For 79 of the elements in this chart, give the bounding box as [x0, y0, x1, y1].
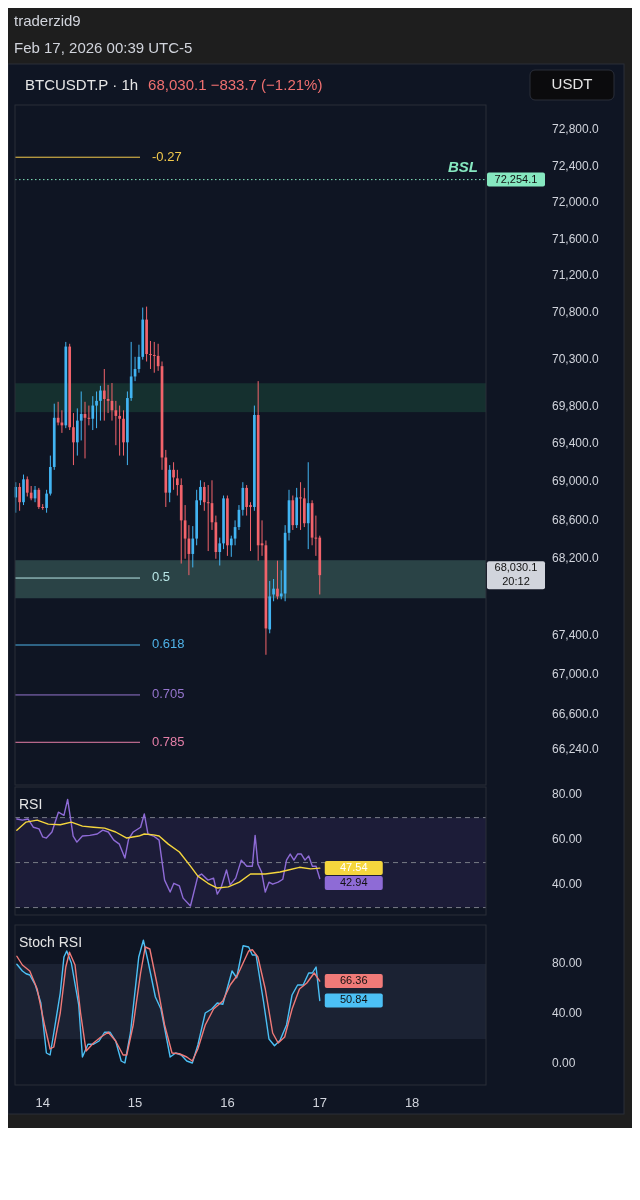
x-tick-label: 15: [127, 1095, 143, 1110]
y-tick-label: 40.00: [552, 1006, 583, 1021]
data-label: 50.84: [340, 993, 368, 1006]
y-tick-label: 71,600.0: [552, 231, 600, 246]
annotation: 0.705: [152, 686, 185, 702]
candlestick: [91, 395, 95, 431]
candlestick: [45, 489, 48, 514]
y-tick-label: 60.00: [552, 832, 583, 847]
y-tick-label: 80.00: [552, 787, 583, 802]
y-tick-label: 70,800.0: [552, 305, 600, 320]
y-tick-label: 71,200.0: [552, 268, 600, 283]
candlestick: [176, 469, 179, 497]
candlestick: [18, 482, 21, 512]
y-tick-label: 67,400.0: [552, 628, 600, 643]
y-tick-label: 68,600.0: [552, 512, 600, 527]
text: 72,254.1: [494, 172, 538, 185]
candlestick: [206, 484, 210, 552]
text: 68,030.1: [494, 561, 538, 574]
text: RSI: [19, 796, 43, 812]
data-label: 42.94: [340, 876, 368, 889]
text: 20:12: [502, 575, 530, 588]
candlestick: [299, 481, 302, 531]
x-tick-label: 14: [35, 1095, 50, 1110]
chart-subtitle: 68,030.1 −833.7 (−1.21%): [148, 76, 323, 93]
candlestick: [168, 464, 172, 503]
candlestick: [149, 340, 152, 370]
candlestick: [276, 560, 279, 600]
annotation: 0.5: [152, 569, 171, 585]
y-tick-label: 69,800.0: [552, 398, 600, 413]
y-tick-label: 66,600.0: [552, 706, 600, 721]
y-tick-label: 72,000.0: [552, 194, 600, 209]
annotation: 0.785: [152, 733, 185, 749]
y-tick-label: 67,000.0: [552, 667, 600, 682]
y-tick-label: 72,400.0: [552, 158, 600, 173]
candlestick: [72, 412, 75, 466]
text: Stoch RSI: [19, 934, 83, 950]
ref-line-label: BSL: [448, 157, 478, 175]
data-label: 66.36: [340, 973, 368, 986]
candlestick: [202, 481, 206, 512]
line-series: [16, 798, 321, 907]
candlestick: [218, 537, 222, 566]
line-series: [16, 819, 321, 889]
candlestick: [95, 390, 98, 429]
candlestick: [118, 405, 121, 457]
x-tick-label: 16: [220, 1095, 235, 1110]
y-tick-label: 80.00: [552, 956, 583, 971]
y-tick-label: 66,240.0: [552, 742, 600, 757]
candlestick: [306, 461, 310, 550]
text: USDT: [551, 74, 593, 92]
candlestick: [272, 578, 275, 602]
candlestick: [245, 484, 248, 517]
candlestick: [199, 479, 202, 506]
x-tick-label: 18: [404, 1095, 420, 1110]
candlestick: [79, 390, 83, 441]
candlestick: [22, 474, 25, 506]
candlestick: [25, 475, 29, 497]
y-tick-label: 69,400.0: [552, 436, 600, 451]
y-tick-label: 40.00: [552, 877, 583, 892]
data-label: 47.54: [340, 861, 368, 874]
candlestick: [152, 341, 156, 374]
y-tick-label: 68,200.0: [552, 550, 600, 565]
candlestick: [191, 525, 195, 568]
candlestick: [172, 461, 175, 491]
text: Feb 17, 2026 00:39 UTC-5: [14, 39, 193, 56]
candlestick: [75, 407, 79, 457]
y-tick-label: 69,000.0: [552, 474, 600, 489]
candlestick: [37, 487, 41, 510]
y-tick-label: 0.00: [552, 1056, 576, 1071]
text: traderzid9: [14, 12, 81, 29]
candlestick: [122, 409, 125, 457]
y-tick-label: 72,800.0: [552, 122, 600, 137]
annotation: -0.27: [152, 148, 182, 164]
annotation: 0.618: [152, 636, 185, 652]
candlestick: [102, 368, 106, 422]
candlestick: [129, 341, 133, 402]
y-tick-label: 70,300.0: [552, 351, 600, 366]
chart-title: BTCUSDT.P · 1h: [25, 76, 139, 93]
candlestick: [99, 385, 102, 422]
x-tick-label: 17: [312, 1095, 327, 1110]
